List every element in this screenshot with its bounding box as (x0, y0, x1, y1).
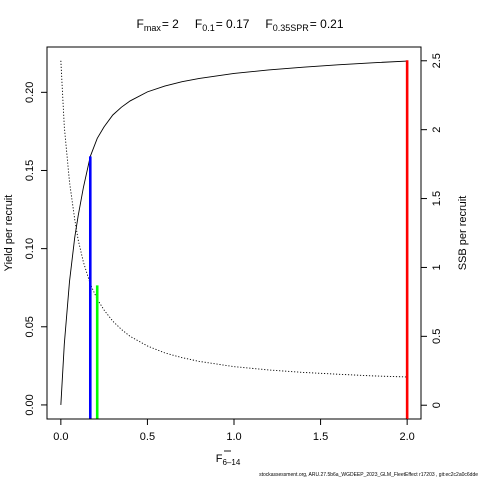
y-axis-left-label: Yield per recruit (3, 195, 15, 272)
title-f01: F (195, 17, 202, 31)
y-right-tick-label: 0.5 (431, 329, 443, 344)
y-right-tick-label: 1 (431, 264, 443, 270)
x-axis: 0.0 0.5 1.0 1.5 2.0 (53, 418, 415, 443)
x-tick-label: 1.0 (226, 431, 241, 443)
chart-title: Fmax= 2 F0.1= 0.17 F0.35SPR= 0.21 (136, 17, 343, 33)
title-fmax: F (136, 17, 143, 31)
svg-text:F6–14: F6–14 (216, 453, 241, 467)
ssb-per-recruit-curve (60, 60, 408, 378)
title-fmax-eq: = 2 (162, 17, 179, 31)
y-left-tick-label: 0.20 (24, 82, 36, 103)
x-axis-label-main: F (216, 453, 223, 465)
x-axis-label-sub: 6–14 (222, 458, 240, 467)
y-right-tick-label: 0 (431, 402, 443, 408)
x-axis-label: F6–14 (216, 450, 241, 467)
x-tick-label: 0.5 (140, 431, 155, 443)
x-tick-label: 1.5 (313, 431, 328, 443)
title-f01-sub: 0.1 (202, 23, 215, 33)
y-axis-right-label: SSB per recruit (457, 196, 469, 271)
yield-per-recruit-curve (60, 60, 408, 405)
x-tick-label: 0.0 (53, 431, 68, 443)
y-axis-left: 0.00 0.05 0.10 0.15 0.20 (24, 82, 48, 416)
y-right-tick-label: 1.5 (431, 191, 443, 206)
y-left-tick-label: 0.15 (24, 160, 36, 181)
title-fmax-sub: max (144, 23, 162, 33)
title-fspr-eq: = 0.21 (310, 17, 344, 31)
title-fspr: F (265, 17, 272, 31)
y-left-tick-label: 0.10 (24, 238, 36, 259)
reference-lines (88, 60, 409, 419)
y-right-tick-label: 2 (431, 127, 443, 133)
x-tick-label: 2.0 (399, 431, 414, 443)
y-left-tick-label: 0.05 (24, 316, 36, 337)
title-f01-eq: = 0.17 (216, 17, 250, 31)
y-left-tick-label: 0.00 (24, 394, 36, 415)
series-layer (60, 60, 408, 405)
y-right-tick-label: 2.5 (431, 53, 443, 68)
y-axis-right: 0 0.5 1 1.5 2 2.5 (420, 53, 443, 408)
footer-text: stockassessment.org, ARU.27.5b6a_WGDEEP_… (259, 472, 478, 478)
title-fspr-sub: 0.35SPR (273, 23, 310, 33)
